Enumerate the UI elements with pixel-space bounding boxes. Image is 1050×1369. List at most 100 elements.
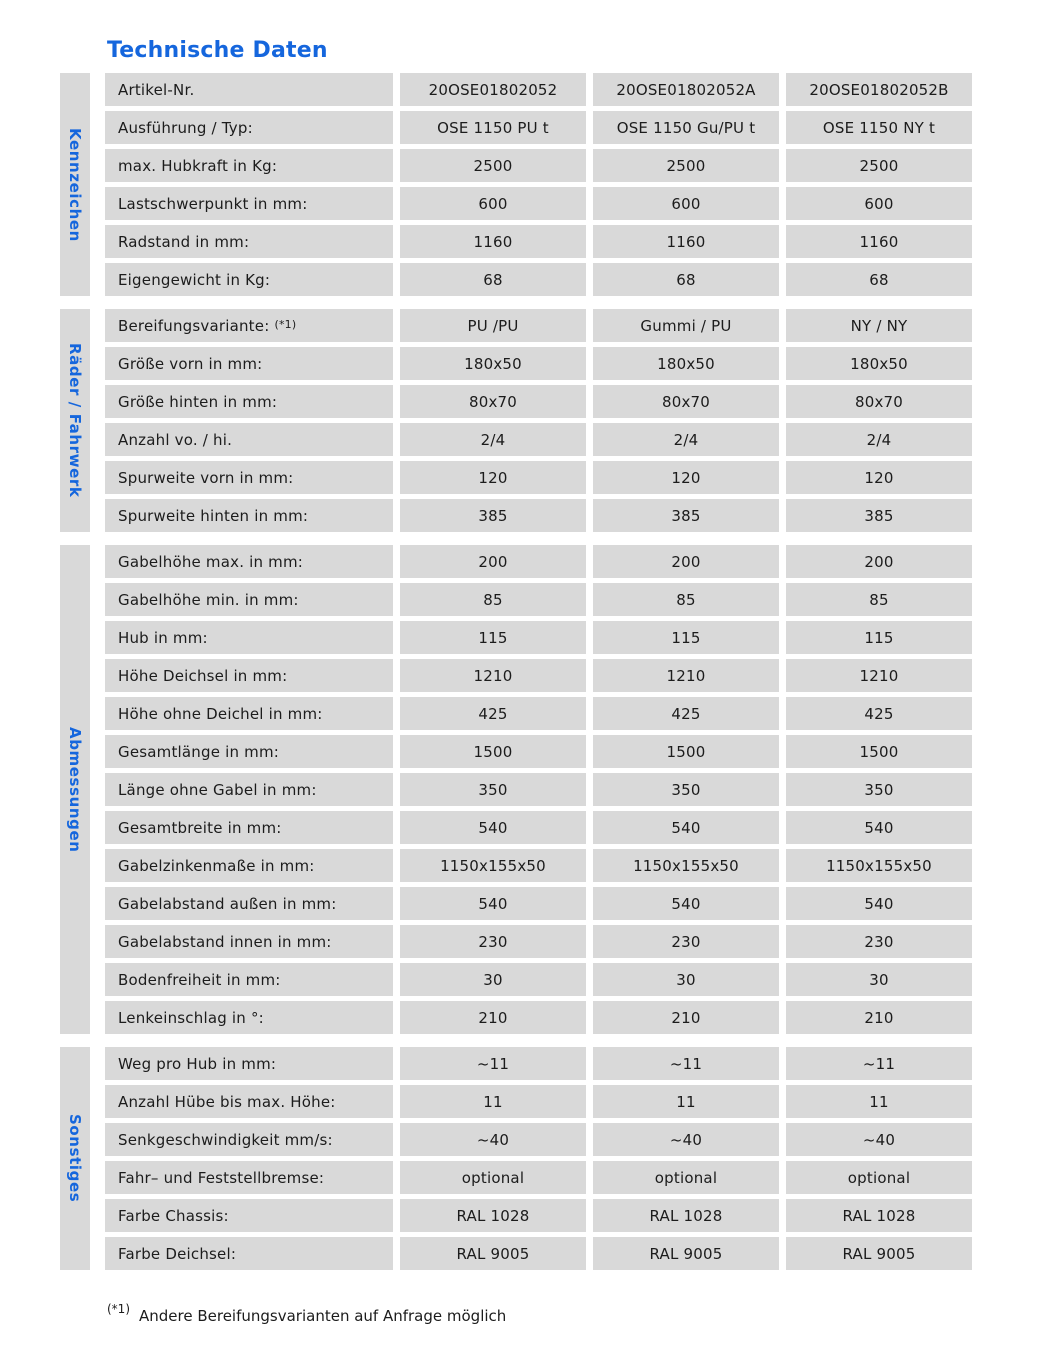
- cell-value: 1150x155x50: [593, 849, 779, 882]
- cell-value: 350: [786, 773, 972, 806]
- section-rows: Artikel-Nr. 20OSE01802052 20OSE01802052A 20…: [105, 73, 972, 296]
- row-label: Anzahl vo. / hi.: [105, 423, 393, 456]
- table-row: Radstand in mm: 1160 1160 1160: [105, 225, 972, 258]
- table-row: Größe vorn in mm: 180x50 180x50 180x50: [105, 347, 972, 380]
- row-label: Höhe Deichsel in mm:: [105, 659, 393, 692]
- row-label: Gabelabstand außen in mm:: [105, 887, 393, 920]
- table-row: max. Hubkraft in Kg: 2500 2500 2500: [105, 149, 972, 182]
- cell-value: 2500: [786, 149, 972, 182]
- section-kennzeichen: Kennzeichen Artikel-Nr. 20OSE01802052 20OSE…: [60, 73, 972, 296]
- row-label: Größe vorn in mm:: [105, 347, 393, 380]
- cell-value: 120: [593, 461, 779, 494]
- cell-value: 11: [786, 1085, 972, 1118]
- footnote-marker: (*1): [107, 1302, 130, 1316]
- cell-value: PU /PU: [400, 309, 586, 342]
- table-row: Lastschwerpunkt in mm: 600 600 600: [105, 187, 972, 220]
- table-row: Hub in mm: 115 115 115: [105, 621, 972, 654]
- section-sonstiges: Sonstiges Weg pro Hub in mm: ~11 ~11 ~11 Anza…: [60, 1047, 972, 1270]
- cell-value: 68: [593, 263, 779, 296]
- table-row: Gabelhöhe max. in mm: 200 200 200: [105, 545, 972, 578]
- table-row: Senkgeschwindigkeit mm/s: ~40 ~40 ~40: [105, 1123, 972, 1156]
- row-label: Artikel-Nr.: [105, 73, 393, 106]
- cell-value: 540: [400, 811, 586, 844]
- cell-value: ~40: [400, 1123, 586, 1156]
- cell-value: 1210: [786, 659, 972, 692]
- table-row: Größe hinten in mm: 80x70 80x70 80x70: [105, 385, 972, 418]
- cell-value: 540: [786, 887, 972, 920]
- row-label: Länge ohne Gabel in mm:: [105, 773, 393, 806]
- cell-value: 200: [400, 545, 586, 578]
- cell-value: ~11: [593, 1047, 779, 1080]
- cell-value: 600: [593, 187, 779, 220]
- cell-value: Gummi / PU: [593, 309, 779, 342]
- row-label: Gesamtbreite in mm:: [105, 811, 393, 844]
- table-row: Bereifungsvariante: (*1) PU /PU Gummi / PU N…: [105, 309, 972, 342]
- table-row: Eigengewicht in Kg: 68 68 68: [105, 263, 972, 296]
- row-label: Eigengewicht in Kg:: [105, 263, 393, 296]
- row-label: Spurweite vorn in mm:: [105, 461, 393, 494]
- table-row: Höhe ohne Deichel in mm: 425 425 425: [105, 697, 972, 730]
- cell-value: 80x70: [593, 385, 779, 418]
- table-row: Ausführung / Typ: OSE 1150 PU t OSE 1150 G…: [105, 111, 972, 144]
- cell-value: OSE 1150 Gu/PU t: [593, 111, 779, 144]
- footnote-text: Andere Bereifungsvarianten auf Anfrage m…: [139, 1307, 507, 1325]
- cell-value: NY / NY: [786, 309, 972, 342]
- cell-value: 120: [400, 461, 586, 494]
- page-title: Technische Daten: [107, 38, 328, 63]
- cell-value: 11: [593, 1085, 779, 1118]
- cell-value: 1500: [400, 735, 586, 768]
- row-label: Größe hinten in mm:: [105, 385, 393, 418]
- table-row: Länge ohne Gabel in mm: 350 350 350: [105, 773, 972, 806]
- row-label: Senkgeschwindigkeit mm/s:: [105, 1123, 393, 1156]
- section-rows: Bereifungsvariante: (*1) PU /PU Gummi / PU N…: [105, 309, 972, 532]
- cell-value: 180x50: [593, 347, 779, 380]
- cell-value: 80x70: [786, 385, 972, 418]
- cell-value: 80x70: [400, 385, 586, 418]
- cell-value: 30: [593, 963, 779, 996]
- cell-value: 350: [593, 773, 779, 806]
- cell-value: 385: [786, 499, 972, 532]
- row-label: Gabelhöhe max. in mm:: [105, 545, 393, 578]
- table-row: Artikel-Nr. 20OSE01802052 20OSE01802052A 20…: [105, 73, 972, 106]
- table-row: Farbe Chassis: RAL 1028 RAL 1028 RAL 1028: [105, 1199, 972, 1232]
- cell-value: 11: [400, 1085, 586, 1118]
- technical-data-table: Kennzeichen Artikel-Nr. 20OSE01802052 20OSE…: [60, 73, 972, 1270]
- cell-value: 540: [593, 887, 779, 920]
- row-label: Farbe Deichsel:: [105, 1237, 393, 1270]
- cell-value: RAL 1028: [786, 1199, 972, 1232]
- row-label: Lenkeinschlag in °:: [105, 1001, 393, 1034]
- row-label: Anzahl Hübe bis max. Höhe:: [105, 1085, 393, 1118]
- cell-value: 210: [400, 1001, 586, 1034]
- cell-value: 115: [593, 621, 779, 654]
- row-label: Radstand in mm:: [105, 225, 393, 258]
- row-label: Bodenfreiheit in mm:: [105, 963, 393, 996]
- cell-value: optional: [593, 1161, 779, 1194]
- row-label: Lastschwerpunkt in mm:: [105, 187, 393, 220]
- table-row: Farbe Deichsel: RAL 9005 RAL 9005 RAL 9005: [105, 1237, 972, 1270]
- section-label: Abmessungen: [60, 545, 90, 1034]
- cell-value: 350: [400, 773, 586, 806]
- table-row: Spurweite hinten in mm: 385 385 385: [105, 499, 972, 532]
- cell-value: 1160: [400, 225, 586, 258]
- cell-value: 210: [593, 1001, 779, 1034]
- cell-value: 2/4: [400, 423, 586, 456]
- cell-value: 115: [400, 621, 586, 654]
- cell-value: optional: [400, 1161, 586, 1194]
- cell-value: 600: [786, 187, 972, 220]
- table-row: Gabelabstand außen in mm: 540 540 540: [105, 887, 972, 920]
- table-row: Anzahl Hübe bis max. Höhe: 11 11 11: [105, 1085, 972, 1118]
- cell-value: 180x50: [400, 347, 586, 380]
- cell-value: OSE 1150 NY t: [786, 111, 972, 144]
- cell-value: 385: [400, 499, 586, 532]
- cell-value: 425: [400, 697, 586, 730]
- cell-value: 1210: [593, 659, 779, 692]
- table-row: Gabelzinkenmaße in mm: 1150x155x50 1150x15…: [105, 849, 972, 882]
- table-row: Bodenfreiheit in mm: 30 30 30: [105, 963, 972, 996]
- footnote-ref-marker: (*1): [274, 318, 297, 331]
- cell-value: 120: [786, 461, 972, 494]
- table-row: Gabelabstand innen in mm: 230 230 230: [105, 925, 972, 958]
- row-label: Gesamtlänge in mm:: [105, 735, 393, 768]
- cell-value: 2/4: [593, 423, 779, 456]
- cell-value: 2/4: [786, 423, 972, 456]
- cell-value: 600: [400, 187, 586, 220]
